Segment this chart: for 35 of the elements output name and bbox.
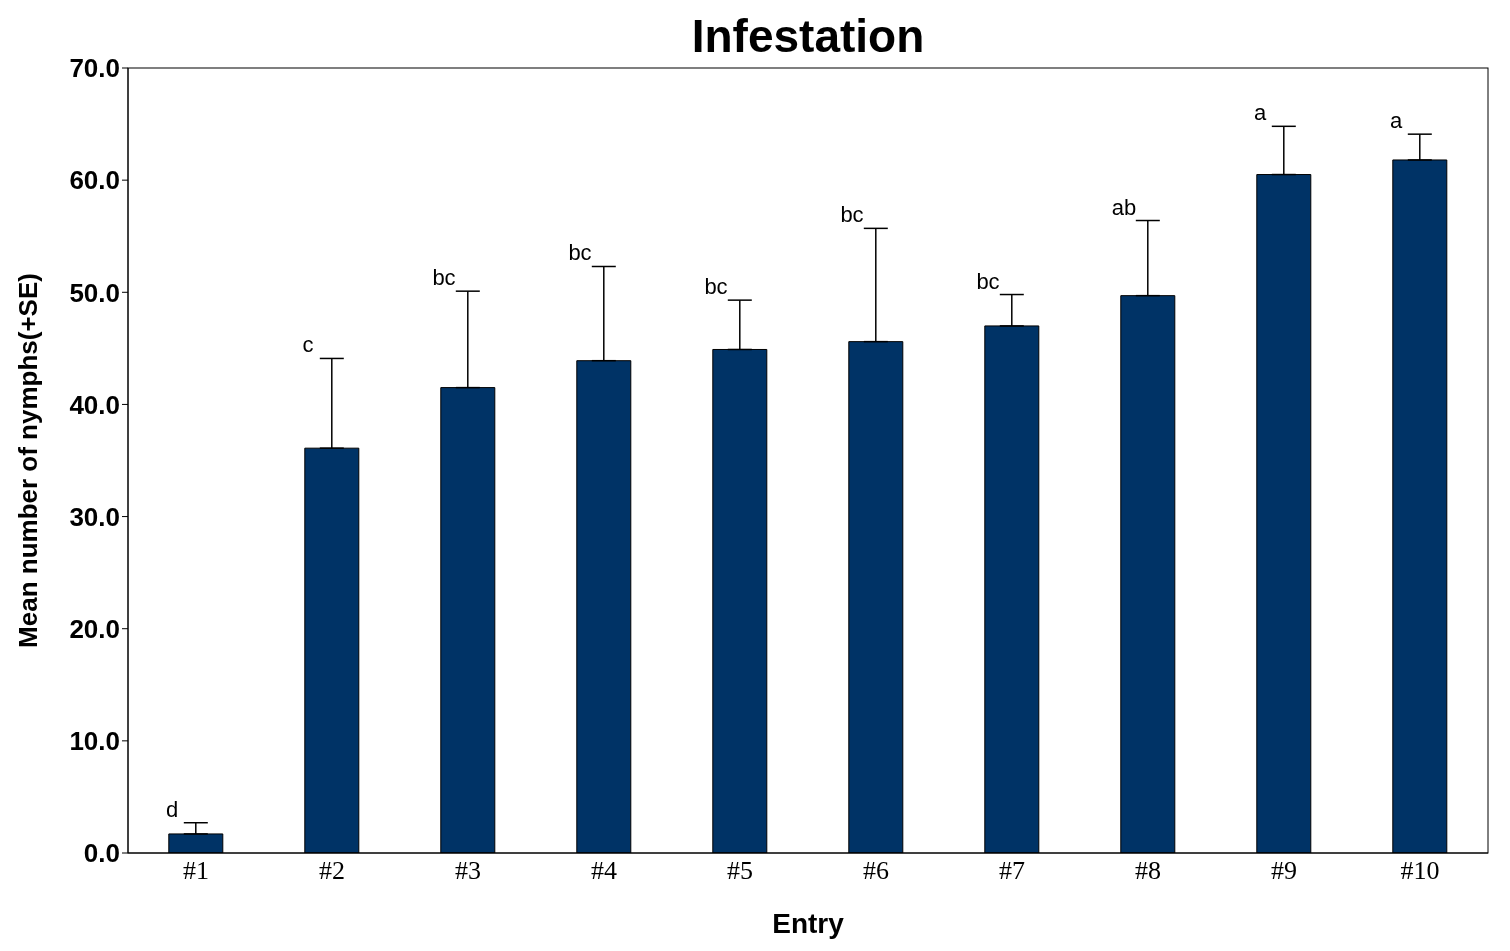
annotation: a <box>1253 100 1267 126</box>
annotation: c <box>302 332 314 358</box>
x-tick-label: #8 <box>1135 856 1161 886</box>
bar <box>984 325 1040 853</box>
x-tick-label: #9 <box>1271 856 1297 886</box>
annotation: ab <box>1111 194 1137 220</box>
x-tick-label: #7 <box>999 856 1025 886</box>
annotation: bc <box>568 240 592 266</box>
bar <box>168 833 224 853</box>
bar <box>304 447 360 853</box>
y-tick-label: 10.0 <box>69 726 120 757</box>
annotation: bc <box>840 202 864 228</box>
x-tick-label: #6 <box>863 856 889 886</box>
x-tick-label: #1 <box>183 856 209 886</box>
y-tick-label: 50.0 <box>69 277 120 308</box>
x-tick-label: #10 <box>1400 856 1440 886</box>
x-tick-label: #3 <box>455 856 481 886</box>
x-axis-title: Entry <box>772 908 845 939</box>
annotation: bc <box>976 268 1000 294</box>
annotation: d <box>165 796 179 822</box>
x-tick-label: #5 <box>727 856 753 886</box>
y-tick-label: 20.0 <box>69 613 120 644</box>
y-tick-label: 60.0 <box>69 165 120 196</box>
y-tick-label: 30.0 <box>69 501 120 532</box>
annotation: a <box>1389 108 1403 134</box>
chart-title: Infestation <box>690 9 926 64</box>
y-axis-title: Mean number of nymphs(+SE) <box>13 273 44 648</box>
y-tick-label: 70.0 <box>69 53 120 84</box>
bar <box>1392 159 1448 853</box>
y-tick-label: 40.0 <box>69 389 120 420</box>
annotation: bc <box>704 274 728 300</box>
annotation: bc <box>432 265 456 291</box>
y-tick-label: 0.0 <box>83 838 120 869</box>
x-tick-label: #4 <box>591 856 617 886</box>
x-tick-label: #2 <box>319 856 345 886</box>
